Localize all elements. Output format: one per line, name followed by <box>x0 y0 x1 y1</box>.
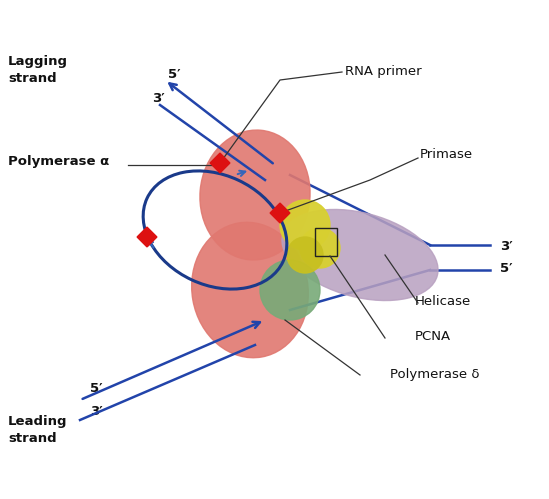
Bar <box>137 227 157 247</box>
Text: Helicase: Helicase <box>415 295 471 308</box>
Text: Polymerase α: Polymerase α <box>8 155 109 168</box>
Bar <box>270 203 290 223</box>
Text: strand: strand <box>8 432 57 445</box>
Bar <box>210 153 230 173</box>
Text: 3′: 3′ <box>500 240 513 253</box>
Text: Polymerase δ: Polymerase δ <box>390 368 479 381</box>
Text: 5′: 5′ <box>168 68 181 81</box>
Ellipse shape <box>282 210 438 300</box>
Text: 3′: 3′ <box>90 405 103 418</box>
Text: Lagging: Lagging <box>8 55 68 68</box>
Text: Leading: Leading <box>8 415 68 428</box>
Text: PCNA: PCNA <box>415 330 451 343</box>
Text: strand: strand <box>8 72 57 85</box>
Text: 3′: 3′ <box>152 92 165 105</box>
Text: 5′: 5′ <box>90 382 103 395</box>
Ellipse shape <box>280 200 330 250</box>
Text: 5′: 5′ <box>500 262 513 275</box>
Bar <box>315 228 337 256</box>
Ellipse shape <box>200 130 310 260</box>
Ellipse shape <box>300 228 340 268</box>
Ellipse shape <box>192 222 309 358</box>
Ellipse shape <box>260 260 320 320</box>
Text: RNA primer: RNA primer <box>345 65 422 78</box>
Text: Primase: Primase <box>420 148 473 161</box>
Ellipse shape <box>287 237 323 273</box>
